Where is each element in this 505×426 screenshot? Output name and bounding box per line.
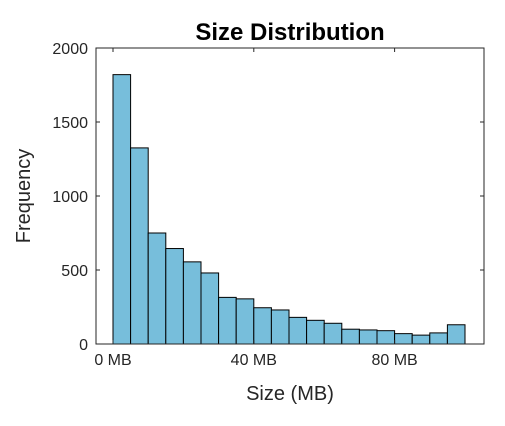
y-axis: 0 500 1000 1500 2000 <box>52 41 484 354</box>
x-tick-label: 0 MB <box>94 352 131 369</box>
histogram-bar <box>253 307 272 345</box>
histogram-bar <box>376 330 396 345</box>
histogram-bar <box>112 74 132 345</box>
y-tick-label: 1500 <box>52 115 88 132</box>
histogram-bar <box>446 324 466 345</box>
x-axis-label: Size (MB) <box>246 383 334 405</box>
histogram-bar <box>358 329 378 345</box>
bars-group <box>112 74 466 345</box>
y-tick-label: 2000 <box>52 41 88 58</box>
histogram-bar <box>288 316 308 345</box>
histogram-bar <box>394 333 413 345</box>
histogram-bar <box>306 319 325 345</box>
histogram-bar <box>182 261 202 345</box>
x-tick-label: 40 MB <box>231 352 277 369</box>
y-tick-label: 0 <box>79 337 88 354</box>
y-axis-label: Frequency <box>13 149 35 244</box>
histogram-bar <box>130 147 149 345</box>
histogram-bar <box>429 332 448 345</box>
histogram-bar <box>270 309 290 345</box>
y-tick-label: 1000 <box>52 189 88 206</box>
y-tick-label: 500 <box>61 263 88 280</box>
x-axis: 0 MB 40 MB 80 MB <box>94 48 418 369</box>
histogram-bar <box>235 298 255 345</box>
histogram-bar <box>218 296 237 345</box>
histogram-bar <box>165 248 184 345</box>
histogram-bar <box>341 328 360 345</box>
x-tick-label: 80 MB <box>371 352 417 369</box>
histogram-bar <box>147 232 167 345</box>
histogram-bar <box>411 334 431 345</box>
chart-title: Size Distribution <box>195 19 384 46</box>
histogram-bar <box>200 272 220 345</box>
histogram-bar <box>323 322 343 345</box>
